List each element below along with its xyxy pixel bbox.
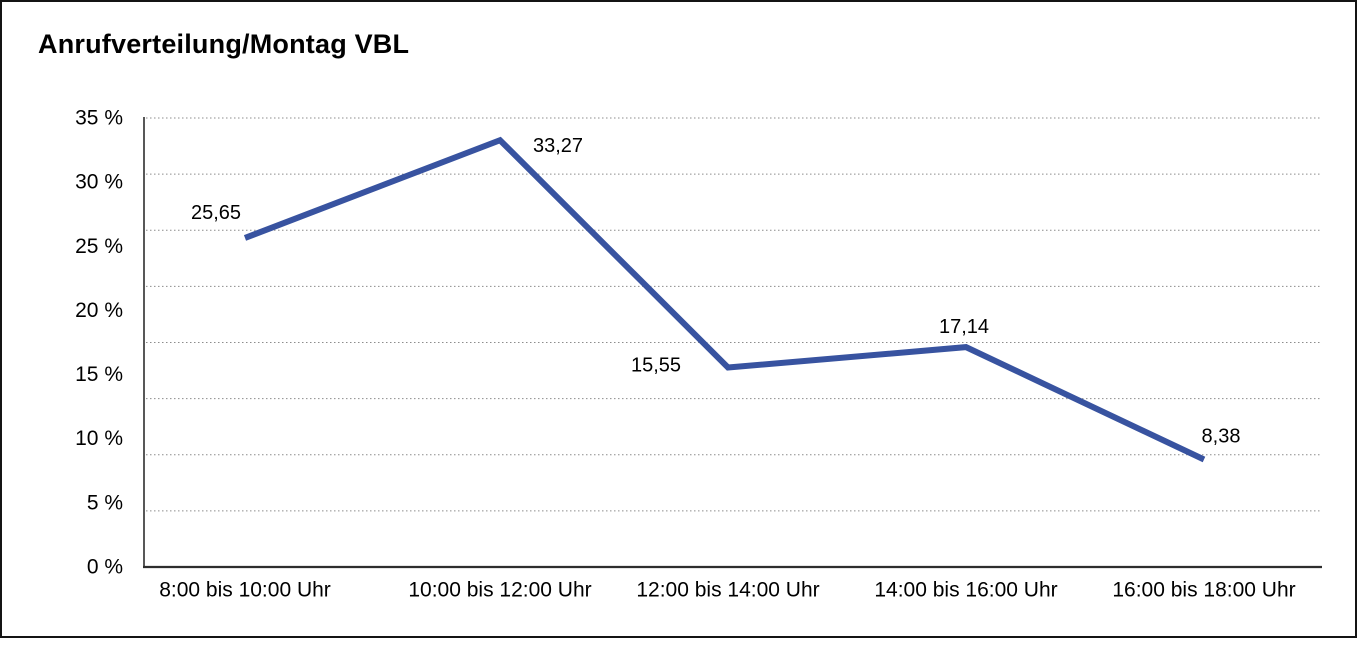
y-tick-label: 25 %	[75, 235, 123, 258]
x-tick-label: 10:00 bis 12:00 Uhr	[408, 579, 591, 602]
y-tick-label: 0 %	[87, 556, 123, 579]
y-tick-label: 30 %	[75, 171, 123, 194]
y-tick-label: 35 %	[75, 107, 123, 130]
x-tick-label: 16:00 bis 18:00 Uhr	[1112, 579, 1295, 602]
x-tick-label: 14:00 bis 16:00 Uhr	[874, 579, 1057, 602]
y-tick-label: 15 %	[75, 363, 123, 386]
x-tick-label: 8:00 bis 10:00 Uhr	[159, 579, 331, 602]
y-tick-label: 10 %	[75, 427, 123, 450]
x-tick-label: 12:00 bis 14:00 Uhr	[636, 579, 819, 602]
data-point-label: 8,38	[1202, 425, 1241, 447]
series-line	[243, 136, 1206, 463]
data-point-label: 15,55	[631, 355, 681, 377]
data-point-label: 25,65	[191, 202, 241, 224]
data-point-label: 17,14	[939, 316, 989, 338]
y-tick-label: 5 %	[87, 491, 123, 514]
data-point-label: 33,27	[533, 135, 583, 157]
chart-title: Anrufverteilung/Montag VBL	[38, 29, 410, 59]
y-tick-label: 20 %	[75, 299, 123, 322]
